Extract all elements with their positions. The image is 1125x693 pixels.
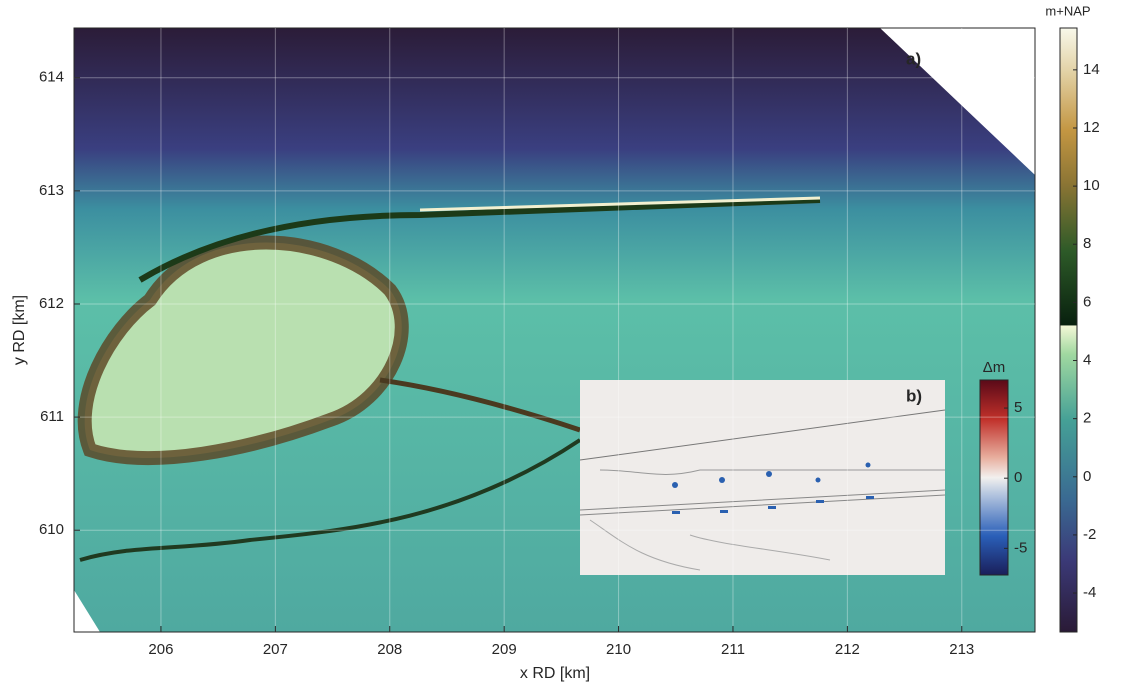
colorbar-tick-label: 14 — [1083, 61, 1100, 78]
colorbar-tick-label: 0 — [1083, 468, 1091, 485]
y-tick-label: 610 — [39, 521, 64, 538]
x-tick-label: 206 — [148, 641, 173, 658]
inset-colorbar — [980, 380, 1008, 575]
y-tick-label: 611 — [40, 408, 64, 425]
x-tick-label: 209 — [492, 641, 517, 658]
x-tick-label: 207 — [263, 641, 288, 658]
x-tick-label: 211 — [721, 641, 745, 658]
x-tick-label: 213 — [949, 641, 974, 658]
colorbar-tick-label: 2 — [1083, 410, 1091, 427]
colorbar-tick-label: 10 — [1083, 177, 1100, 194]
figure: a) x RD [km] y RD [km] m+NAP b) Δm 20620… — [0, 0, 1125, 688]
colorbar-tick-label: 0 — [1014, 469, 1022, 486]
inset-map — [580, 380, 945, 575]
panel-label: a) — [906, 49, 921, 68]
colorbar-tick-label: -4 — [1083, 584, 1096, 601]
colorbar-tick-label: -5 — [1014, 539, 1027, 556]
colorbar-tick-label: 6 — [1083, 293, 1091, 310]
y-axis-label: y RD [km] — [11, 295, 28, 365]
colorbar-tick-label: 12 — [1083, 119, 1100, 136]
y-tick-label: 612 — [39, 295, 64, 312]
inset: b) Δm — [580, 359, 1008, 575]
x-axis-label: x RD [km] — [520, 665, 590, 682]
y-tick-label: 613 — [39, 182, 64, 199]
x-tick-label: 210 — [606, 641, 631, 658]
y-tick-label: 614 — [39, 69, 64, 86]
colorbar-tick-label: 4 — [1083, 351, 1091, 368]
x-tick-label: 212 — [835, 641, 860, 658]
panel-label: b) — [906, 386, 922, 405]
colorbar-title: m+NAP — [1045, 3, 1090, 18]
colorbar — [1060, 28, 1077, 632]
x-tick-label: 208 — [377, 641, 402, 658]
colorbar-tick-label: 8 — [1083, 235, 1091, 252]
colorbar-tick-label: 5 — [1014, 399, 1022, 416]
colorbar-tick-label: -2 — [1083, 526, 1096, 543]
inset-colorbar-title: Δm — [983, 359, 1006, 376]
